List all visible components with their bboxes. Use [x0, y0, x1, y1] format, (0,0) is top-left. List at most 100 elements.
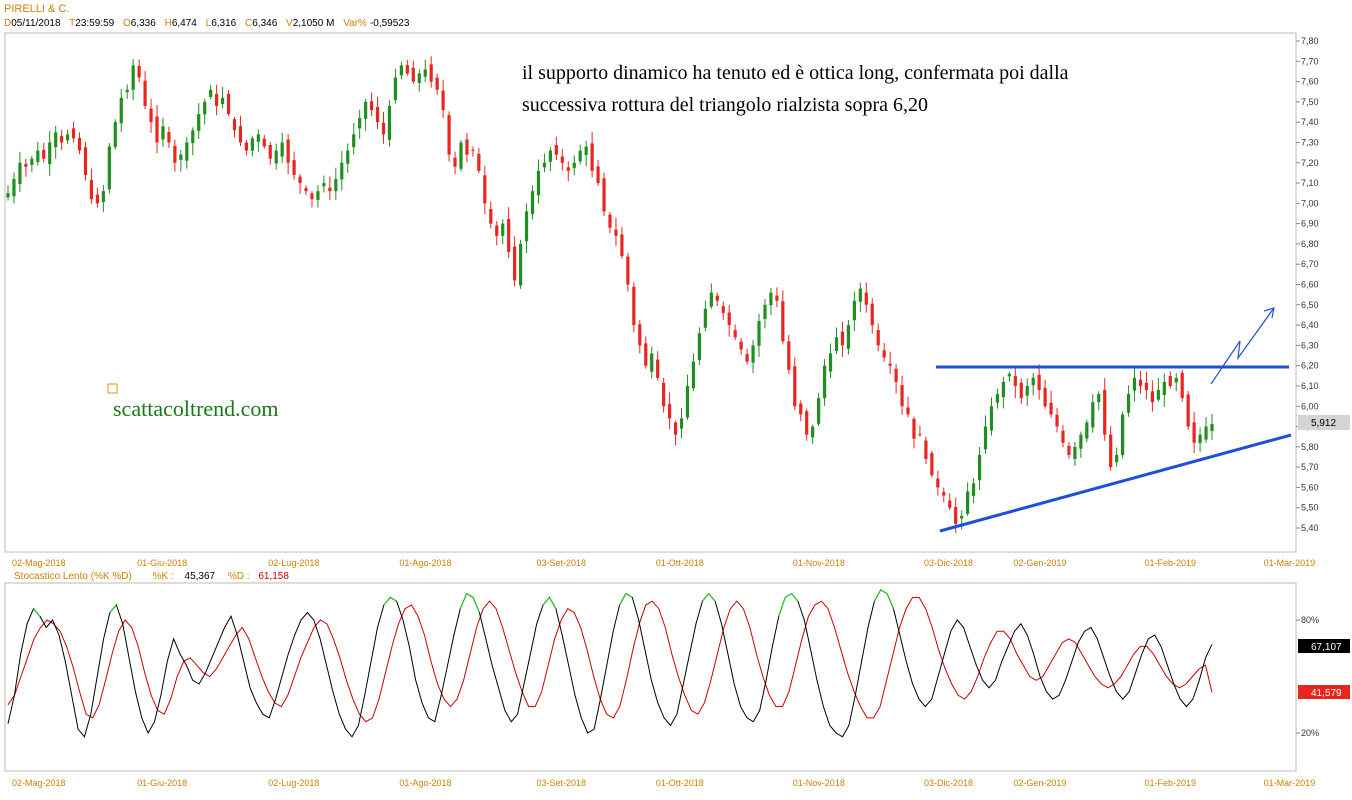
candle [501, 219, 505, 245]
date-tick-label: 01-Feb-2019 [1144, 558, 1196, 568]
stoch-date-axis: 02-Mag-2018 01-Giu-2018 02-Lug-2018 01-Ago-… [12, 778, 1315, 788]
symbol-title: PIRELLI & C. [4, 3, 69, 15]
candle [42, 142, 46, 163]
candle [530, 185, 535, 220]
candle [417, 69, 421, 92]
candle [685, 374, 690, 420]
price-tick-label: 6,80 [1301, 239, 1319, 249]
candle [918, 425, 922, 437]
candle [596, 159, 600, 186]
open-value: 6,336 [131, 18, 156, 29]
close-value: 6,346 [252, 18, 277, 29]
candle [316, 185, 320, 208]
h-label: H [165, 18, 172, 29]
candle [1180, 369, 1184, 403]
candle [268, 142, 272, 165]
candle [179, 149, 183, 172]
candle [60, 129, 64, 151]
volume-value: 2,1050 M [293, 18, 335, 29]
candle [822, 359, 827, 406]
stoch-tick-label: 20% [1301, 728, 1319, 738]
candle [936, 470, 940, 496]
candle [989, 397, 994, 436]
candle [471, 146, 475, 157]
candle [590, 132, 594, 178]
date-tick-label: 02-Gen-2019 [1013, 778, 1066, 788]
date-tick-label: 01-Nov-2018 [793, 558, 845, 568]
candle [507, 207, 511, 258]
price-tick-label: 6,20 [1301, 361, 1319, 371]
candle [876, 323, 880, 352]
candle [375, 96, 380, 130]
stoch-d-line [7, 596, 1213, 723]
candle [364, 99, 368, 131]
date-tick-label: 01-Ott-2018 [656, 558, 704, 568]
candle [703, 300, 707, 332]
candle [554, 136, 558, 161]
candle [1043, 379, 1047, 409]
candle [769, 288, 773, 316]
candle [477, 147, 481, 174]
candle [197, 103, 201, 139]
date-value: 05/11/2018 [11, 18, 61, 29]
candle [6, 185, 10, 201]
last-price-label: 5,912 [1311, 418, 1336, 429]
low-value: 6,316 [211, 18, 236, 29]
overbought-segment [383, 597, 391, 606]
candle [48, 130, 52, 177]
candle [256, 129, 260, 152]
candle [662, 377, 666, 413]
price-tick-label: 6,40 [1301, 320, 1319, 330]
candle [721, 301, 725, 320]
candle [1162, 373, 1166, 407]
candle [751, 340, 755, 373]
candle [429, 56, 433, 88]
candle [793, 357, 797, 411]
candle [322, 175, 326, 193]
price-tick-label: 7,10 [1301, 178, 1319, 188]
candle [1091, 394, 1095, 433]
overbought-segment [701, 593, 710, 602]
stoch-panel-frame [4, 582, 1297, 772]
candlestick-series [6, 56, 1214, 534]
overbought-segment [472, 597, 480, 613]
candle [781, 290, 785, 345]
candle [560, 148, 564, 171]
stoch-title: Stocastico Lento (%K %D) [14, 571, 132, 582]
candle [1144, 371, 1149, 400]
stoch-axis: 80% 20% [1296, 615, 1319, 738]
candle [24, 158, 28, 177]
candle [608, 212, 612, 234]
high-value: 6,474 [172, 18, 197, 29]
candle [1031, 372, 1035, 396]
candle [399, 61, 403, 80]
candle [1168, 371, 1172, 389]
candle [578, 144, 582, 165]
candle [757, 313, 761, 357]
overbought-segment [708, 593, 716, 602]
candle [1055, 408, 1059, 433]
candle [447, 111, 451, 162]
candle [542, 153, 547, 173]
candle [584, 140, 588, 167]
candle [1204, 417, 1208, 444]
candle [709, 283, 713, 309]
stoch-series [7, 589, 1213, 738]
candle [638, 320, 642, 354]
date-tick-label: 02-Lug-2018 [268, 778, 319, 788]
overbought-segment [109, 604, 117, 613]
date-tick-label: 02-Gen-2019 [1013, 558, 1066, 568]
candle [423, 59, 427, 82]
price-tick-label: 6,30 [1301, 340, 1319, 350]
overbought-segment [625, 593, 633, 598]
candle [220, 86, 225, 109]
candle [1174, 372, 1178, 392]
candle [626, 252, 630, 292]
candle [203, 98, 207, 125]
d-label: D [4, 18, 11, 29]
candle [232, 116, 237, 138]
candle [334, 167, 338, 201]
candle [858, 282, 862, 312]
candle [1079, 431, 1083, 458]
candle [381, 111, 386, 144]
